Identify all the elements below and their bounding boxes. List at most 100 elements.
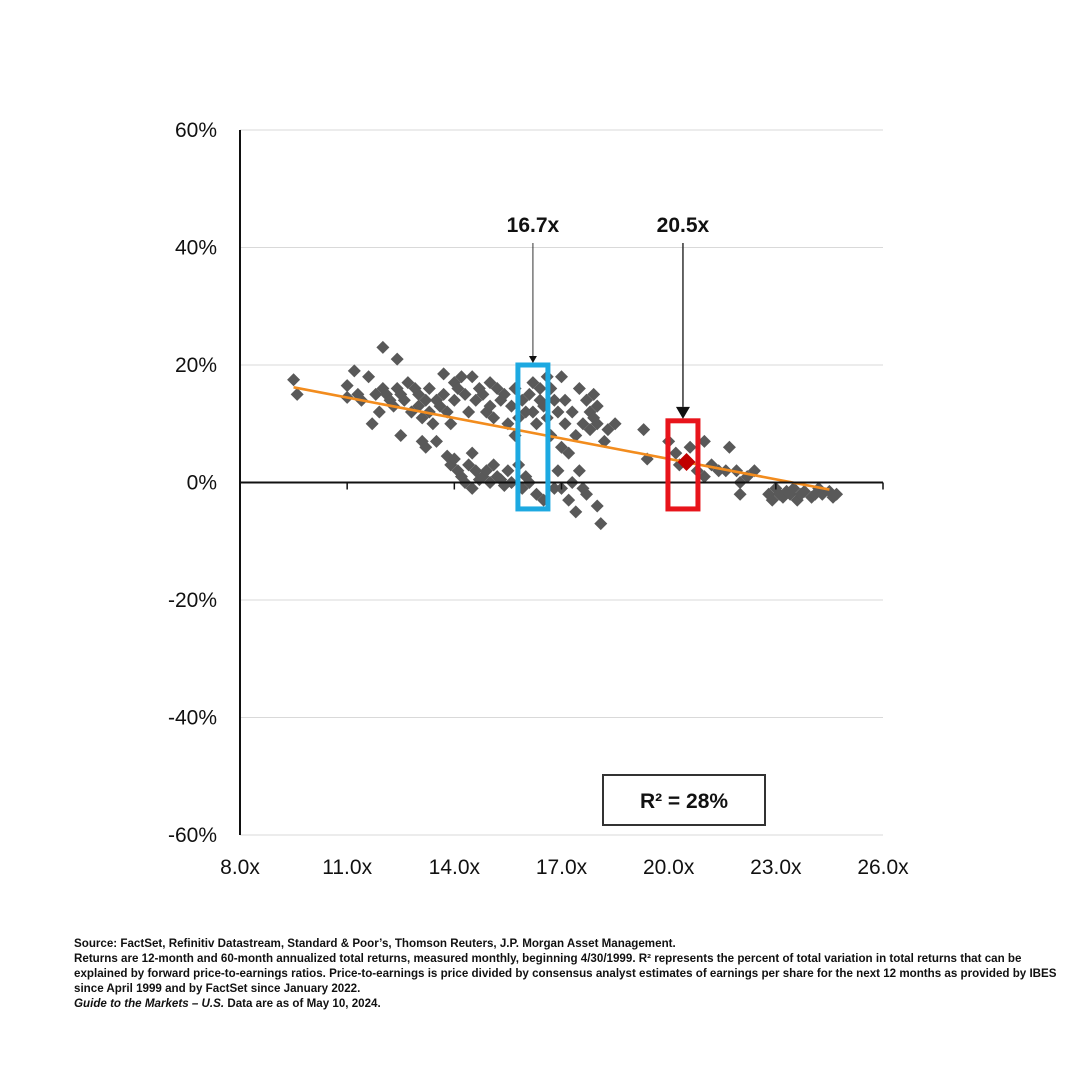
- data-point: [697, 470, 711, 484]
- data-point: [558, 393, 572, 407]
- data-point: [394, 429, 408, 442]
- data-point: [583, 423, 597, 437]
- data-point: [519, 405, 533, 419]
- data-point: [551, 405, 565, 419]
- data-point: [569, 505, 583, 519]
- data-point: [376, 340, 390, 354]
- data-point: [465, 446, 479, 460]
- data-point: [290, 387, 304, 401]
- data-point: [594, 517, 608, 531]
- data-point: [479, 464, 493, 478]
- x-tick-label: 11.0x: [322, 856, 372, 879]
- trend-line: [293, 386, 830, 491]
- data-point: [555, 370, 568, 384]
- data-point: [697, 434, 711, 448]
- data-point: [462, 458, 476, 472]
- data-point: [669, 446, 683, 460]
- y-tick-label: 0%: [187, 472, 217, 495]
- data-point: [501, 464, 515, 478]
- data-point: [637, 423, 651, 437]
- data-point: [572, 382, 586, 395]
- data-point: [372, 405, 386, 419]
- x-tick-label: 14.0x: [429, 856, 481, 879]
- current-point: [677, 452, 696, 471]
- data-point: [547, 481, 561, 495]
- data-point: [529, 487, 543, 501]
- data-point: [765, 493, 779, 507]
- data-point: [462, 405, 476, 419]
- data-point: [465, 481, 479, 495]
- data-point: [419, 440, 433, 454]
- data-point: [601, 423, 615, 437]
- x-tick-label: 17.0x: [536, 856, 588, 879]
- callout-box: [515, 362, 551, 512]
- x-tick-label: 26.0x: [857, 856, 909, 879]
- data-point: [555, 440, 568, 454]
- data-point: [340, 379, 354, 393]
- y-tick-label: -40%: [168, 707, 217, 730]
- data-point: [562, 493, 576, 507]
- axes: [239, 130, 884, 835]
- data-point: [526, 405, 540, 419]
- data-points: [287, 340, 844, 531]
- scatter-chart: 60% 40% 20% 0% -20% -40% -60%8.0x 11.0x 14.0x 17.…: [168, 119, 909, 879]
- callout-box: [665, 418, 701, 512]
- data-point: [415, 411, 429, 425]
- tick-labels: 60% 40% 20% 0% -20% -40% -60%8.0x 11.0x 14.0x 17.…: [168, 119, 909, 879]
- data-point: [558, 417, 572, 431]
- data-point: [590, 499, 604, 513]
- data-point: [437, 367, 451, 381]
- r2-box: [602, 774, 766, 826]
- data-point: [362, 370, 376, 384]
- y-tick-label: 40%: [175, 237, 217, 260]
- data-point: [526, 376, 540, 390]
- data-point: [722, 440, 736, 454]
- data-point: [429, 434, 443, 448]
- data-point: [422, 382, 436, 395]
- y-tick-label: 60%: [175, 119, 217, 142]
- data-point: [590, 399, 604, 413]
- data-point: [490, 382, 504, 395]
- data-date: Data are as of May 10, 2024.: [224, 997, 381, 1010]
- data-point: [426, 417, 440, 431]
- source-note: Source: FactSet, Refinitiv Datastream, S…: [74, 937, 676, 950]
- data-point: [447, 393, 461, 407]
- data-point: [830, 487, 844, 501]
- data-point: [487, 411, 501, 425]
- data-point: [569, 429, 583, 442]
- data-point: [369, 387, 383, 401]
- data-point: [458, 387, 472, 401]
- data-point: [454, 370, 468, 384]
- r2-label: R² = 28%: [640, 790, 728, 813]
- data-point: [733, 487, 747, 501]
- data-point: [483, 376, 497, 390]
- data-point: [562, 446, 576, 460]
- y-tick-label: -20%: [168, 589, 217, 612]
- data-point: [465, 370, 479, 384]
- callout-arrowhead: [528, 356, 537, 363]
- data-point: [347, 364, 361, 378]
- data-point: [590, 417, 604, 431]
- data-point: [444, 417, 458, 431]
- data-point: [580, 487, 594, 501]
- data-point: [401, 376, 415, 390]
- y-tick-label: 20%: [175, 354, 217, 377]
- guide-note: Guide to the Markets – U.S. Data are as …: [74, 996, 1059, 1011]
- y-tick-label: -60%: [168, 824, 217, 847]
- data-point: [437, 387, 451, 401]
- data-point: [587, 387, 601, 401]
- data-point: [608, 417, 622, 431]
- data-point: [529, 417, 543, 431]
- callout-label: 20.5x: [657, 214, 710, 237]
- footnotes: Source: FactSet, Refinitiv Datastream, S…: [74, 936, 1059, 1011]
- data-point: [504, 399, 518, 413]
- data-point: [576, 417, 590, 431]
- callout-label: 16.7x: [507, 214, 560, 237]
- data-point: [469, 393, 483, 407]
- gridlines: [240, 129, 883, 836]
- data-point: [487, 458, 501, 472]
- x-tick-label: 23.0x: [750, 856, 802, 879]
- annotations: 16.7x 20.5x R² = 28%: [507, 214, 766, 826]
- data-point: [390, 352, 404, 366]
- returns-note: Returns are 12-month and 60-month annual…: [74, 952, 1057, 995]
